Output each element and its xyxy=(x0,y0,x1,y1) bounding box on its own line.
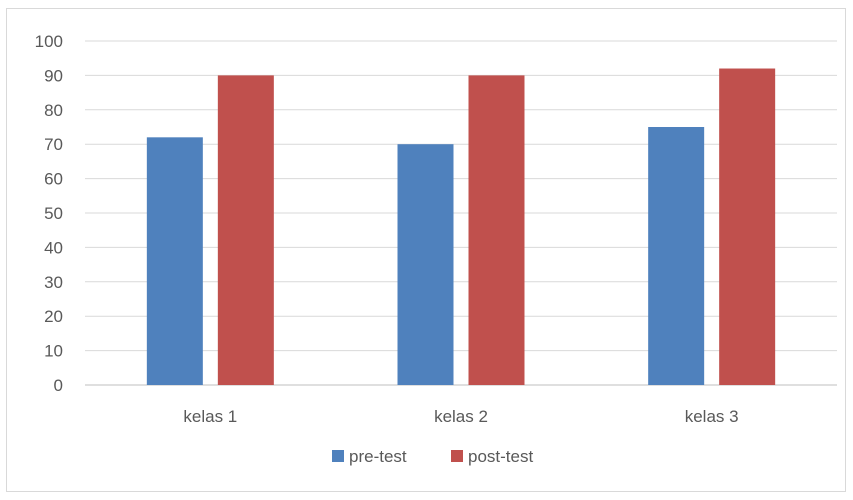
bar-pre-test-kelas-2 xyxy=(397,144,454,385)
legend-label: post-test xyxy=(468,447,533,466)
x-axis-tick-labels: kelas 1 kelas 2 kelas 3 xyxy=(183,407,738,426)
bar-pre-test-kelas-1 xyxy=(146,137,203,385)
y-tick-label: 50 xyxy=(44,204,63,223)
bar-post-test-kelas-3 xyxy=(719,68,776,385)
bars xyxy=(146,68,776,386)
y-axis-tick-labels: 0 10 20 30 40 50 60 70 80 90 100 xyxy=(35,32,63,395)
y-tick-label: 90 xyxy=(44,66,63,85)
x-tick-label: kelas 2 xyxy=(434,407,488,426)
y-tick-label: 80 xyxy=(44,101,63,120)
y-tick-label: 70 xyxy=(44,135,63,154)
y-tick-label: 0 xyxy=(54,376,63,395)
legend-swatch xyxy=(332,450,344,462)
y-tick-label: 10 xyxy=(44,342,63,361)
x-tick-label: kelas 3 xyxy=(685,407,739,426)
y-tick-label: 40 xyxy=(44,238,63,257)
y-tick-label: 20 xyxy=(44,307,63,326)
bar-post-test-kelas-1 xyxy=(217,75,274,386)
bar-pre-test-kelas-3 xyxy=(648,127,705,385)
y-tick-label: 30 xyxy=(44,273,63,292)
chart-frame: 0 10 20 30 40 50 60 70 80 90 100 kelas 1 kelas 2 kel… xyxy=(6,8,846,492)
legend: pre-test post-test xyxy=(332,447,533,466)
legend-label: pre-test xyxy=(349,447,407,466)
y-tick-label: 100 xyxy=(35,32,63,51)
x-tick-label: kelas 1 xyxy=(183,407,237,426)
gridlines xyxy=(85,40,837,386)
y-tick-label: 60 xyxy=(44,170,63,189)
legend-swatch xyxy=(451,450,463,462)
bar-post-test-kelas-2 xyxy=(468,75,525,386)
